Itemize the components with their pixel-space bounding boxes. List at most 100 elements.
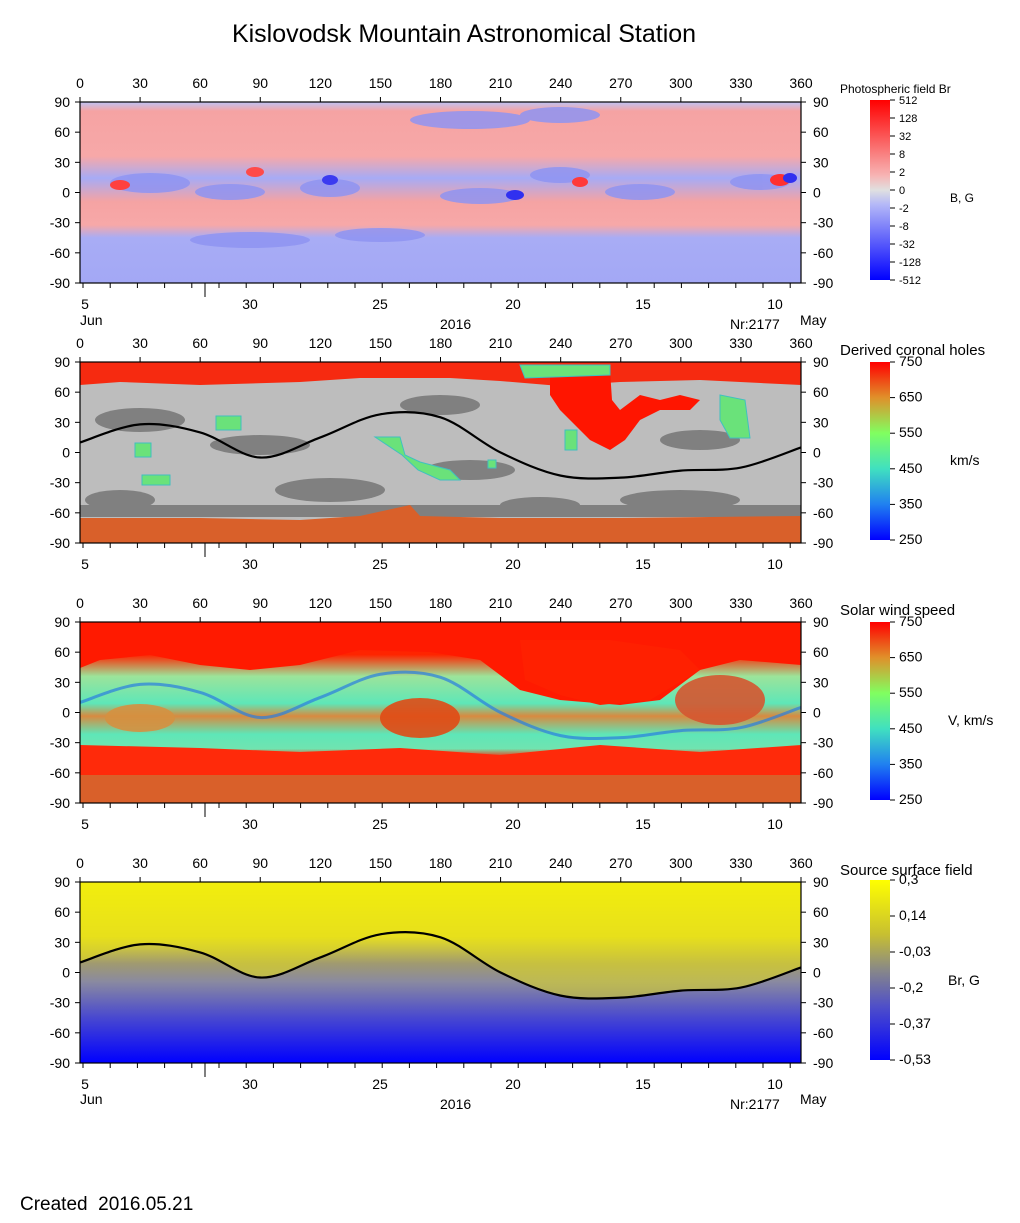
y-left-tick-label: 90 xyxy=(54,874,70,890)
x-bottom-tick-label: 10 xyxy=(767,816,783,832)
colorbar-tick-label: 512 xyxy=(899,95,917,107)
x-top-tick-label: 210 xyxy=(489,595,513,611)
created-date: 2016.05.21 xyxy=(98,1194,194,1215)
y-right-tick-label: 30 xyxy=(813,414,829,430)
y-right-tick-label: 60 xyxy=(813,384,829,400)
y-left-tick-label: -30 xyxy=(50,475,70,491)
page-title: Kislovodsk Mountain Astronomical Station xyxy=(231,20,697,48)
y-left-tick-label: -90 xyxy=(50,1055,70,1071)
colorbar-tick-label: 350 xyxy=(899,495,923,511)
x-top-tick-label: 30 xyxy=(132,335,148,351)
source-surface-month-left: Jun xyxy=(80,1091,103,1107)
y-right-tick-label: -30 xyxy=(813,995,833,1011)
y-right-tick-label: 90 xyxy=(813,614,829,630)
x-top-tick-label: 0 xyxy=(76,855,84,871)
x-bottom-tick-label: 20 xyxy=(505,1076,521,1092)
y-right-tick-label: -30 xyxy=(813,215,833,231)
x-bottom-tick-label: 25 xyxy=(372,816,388,832)
photospheric-heatmap xyxy=(80,102,801,283)
y-left-tick-label: -60 xyxy=(50,245,70,261)
source-surface-neutral-line xyxy=(80,930,801,1000)
x-top-tick-label: 270 xyxy=(609,335,633,351)
y-left-tick-label: 30 xyxy=(54,154,70,170)
x-top-tick-label: 90 xyxy=(252,855,268,871)
solar-wind-equatorial-fast-2 xyxy=(380,698,460,738)
y-left-tick-label: -60 xyxy=(50,505,70,521)
y-right-tick-label: 0 xyxy=(813,445,821,461)
y-right-tick-label: -30 xyxy=(813,475,833,491)
x-bottom-tick-label: 30 xyxy=(242,1076,258,1092)
x-bottom-tick-label: 20 xyxy=(505,816,521,832)
x-top-tick-label: 180 xyxy=(429,595,453,611)
y-left-tick-label: -30 xyxy=(50,995,70,1011)
colorbar-tick-label: 450 xyxy=(899,720,923,736)
x-bottom-tick-label: 25 xyxy=(372,556,388,572)
colorbar-tick-label: 250 xyxy=(899,791,923,807)
colorbar-tick-label: 2 xyxy=(899,167,905,179)
colorbar-tick-label: 450 xyxy=(899,460,923,476)
y-right-tick-label: -90 xyxy=(813,535,833,551)
y-right-tick-label: 60 xyxy=(813,124,829,140)
y-left-tick-label: 0 xyxy=(62,185,70,201)
x-bottom-tick-label: 15 xyxy=(635,816,651,832)
x-top-tick-label: 330 xyxy=(729,855,753,871)
y-left-tick-label: 90 xyxy=(54,354,70,370)
y-left-tick-label: 90 xyxy=(54,94,70,110)
colorbar-tick-label: 128 xyxy=(899,113,917,125)
x-bottom-tick-label: 30 xyxy=(242,816,258,832)
y-left-tick-label: 60 xyxy=(54,904,70,920)
x-bottom-tick-label: 30 xyxy=(242,556,258,572)
x-top-tick-label: 60 xyxy=(192,855,208,871)
x-top-tick-label: 270 xyxy=(609,595,633,611)
x-bottom-tick-label: 10 xyxy=(767,1076,783,1092)
photospheric-colorbar xyxy=(870,100,890,280)
colorbar-tick-label: -512 xyxy=(899,275,921,287)
y-right-tick-label: 30 xyxy=(813,674,829,690)
x-bottom-tick-label: 5 xyxy=(81,1076,89,1092)
y-right-tick-label: 0 xyxy=(813,185,821,201)
x-top-tick-label: 150 xyxy=(369,595,393,611)
x-top-tick-label: 90 xyxy=(252,595,268,611)
source-surface-rotation: Nr:2177 xyxy=(730,1096,780,1112)
y-right-tick-label: 60 xyxy=(813,644,829,660)
y-right-tick-label: 90 xyxy=(813,354,829,370)
solar-wind-equatorial-fast-3 xyxy=(675,675,765,725)
colorbar-tick-label: 650 xyxy=(899,389,923,405)
photospheric-strong-spots xyxy=(110,167,797,200)
created-label: Created xyxy=(20,1194,88,1215)
x-top-tick-label: 0 xyxy=(76,335,84,351)
x-top-tick-label: 0 xyxy=(76,75,84,91)
y-left-tick-label: -60 xyxy=(50,1025,70,1041)
x-top-tick-label: 240 xyxy=(549,335,573,351)
x-top-tick-label: 300 xyxy=(669,595,693,611)
x-bottom-tick-label: 15 xyxy=(635,296,651,312)
x-bottom-tick-label: 25 xyxy=(372,296,388,312)
source-surface-colorbar xyxy=(870,880,890,1060)
solar-wind-title: Solar wind speed xyxy=(840,602,955,619)
x-bottom-tick-label: 20 xyxy=(505,296,521,312)
created-footer: Created 2016.05.21 xyxy=(20,1194,193,1216)
y-left-tick-label: 30 xyxy=(54,934,70,950)
source-surface-positive-fill xyxy=(80,882,801,999)
x-bottom-tick-label: 5 xyxy=(81,816,89,832)
x-top-tick-label: 150 xyxy=(369,75,393,91)
colorbar-tick-label: -32 xyxy=(899,239,915,251)
y-left-tick-label: -30 xyxy=(50,215,70,231)
source-surface-month-right: May xyxy=(800,1091,826,1107)
source-surface-unit: Br, G xyxy=(948,972,980,988)
solar-wind-fast-extension xyxy=(520,640,700,705)
y-left-tick-label: 0 xyxy=(62,705,70,721)
x-top-tick-label: 360 xyxy=(789,595,813,611)
colorbar-tick-label: 550 xyxy=(899,684,923,700)
x-top-tick-label: 120 xyxy=(309,595,333,611)
source-surface-year: 2016 xyxy=(440,1096,471,1112)
x-top-tick-label: 330 xyxy=(729,595,753,611)
y-left-tick-label: 0 xyxy=(62,965,70,981)
x-bottom-tick-label: 30 xyxy=(242,296,258,312)
y-right-tick-label: -90 xyxy=(813,795,833,811)
solar-wind-slow-band xyxy=(80,670,801,741)
colorbar-tick-label: -128 xyxy=(899,257,921,269)
y-left-tick-label: -60 xyxy=(50,765,70,781)
x-bottom-tick-label: 10 xyxy=(767,556,783,572)
colorbar-tick-label: 550 xyxy=(899,424,923,440)
